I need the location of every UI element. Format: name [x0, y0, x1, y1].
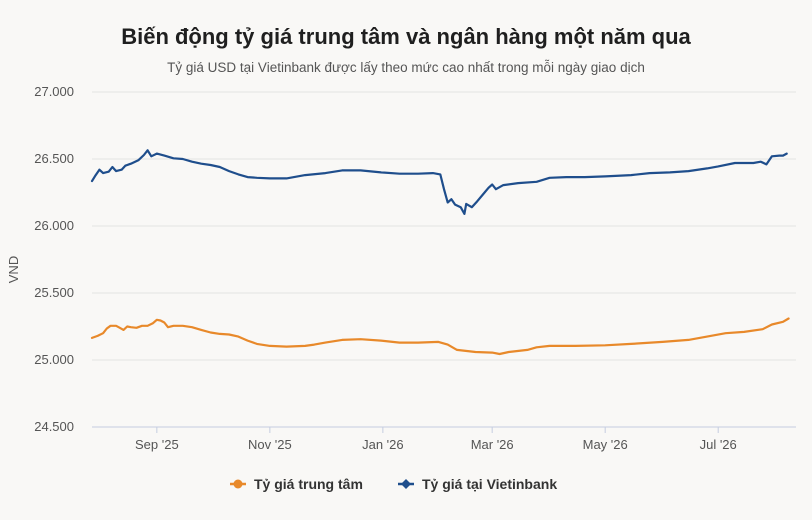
series-line-1	[90, 149, 788, 215]
chart-title: Biến động tỷ giá trung tâm và ngân hàng …	[121, 24, 691, 49]
x-tick-label: May '26	[583, 437, 628, 452]
legend-label-1: Tỷ giá tại Vietinbank	[422, 476, 557, 492]
x-tick-label: Jan '26	[362, 437, 404, 452]
chart-subtitle: Tỷ giá USD tại Vietinbank được lấy theo …	[167, 60, 645, 75]
x-tick-label: Nov '25	[248, 437, 292, 452]
legend-marker-0	[233, 479, 243, 489]
legend-label-0: Tỷ giá trung tâm	[254, 476, 363, 492]
x-tick-label: Mar '26	[471, 437, 514, 452]
y-tick-label: 25.500	[34, 285, 74, 300]
y-tick-label: 26.000	[34, 218, 74, 233]
y-tick-label: 24.500	[34, 419, 74, 434]
y-tick-label: 26.500	[34, 151, 74, 166]
y-axis-title: VND	[6, 256, 21, 283]
legend-marker-1	[401, 479, 411, 489]
x-tick-label: Sep '25	[135, 437, 179, 452]
series-line-0	[90, 317, 790, 356]
y-tick-label: 27.000	[34, 84, 74, 99]
x-tick-label: Jul '26	[700, 437, 737, 452]
y-tick-label: 25.000	[34, 352, 74, 367]
